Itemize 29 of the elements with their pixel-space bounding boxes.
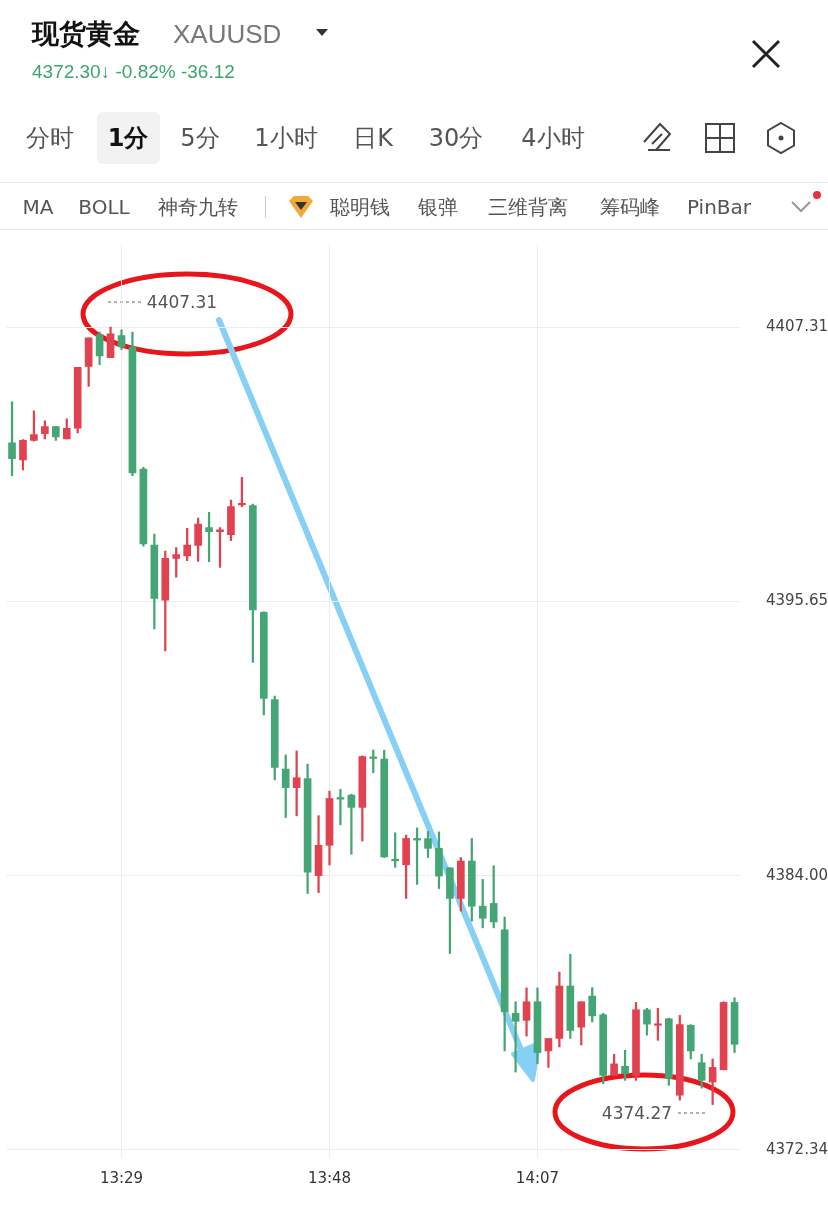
text: 分时 (26, 123, 74, 154)
x-tick-label: 14:07 (515, 1168, 560, 1187)
text: PinBar (686, 195, 752, 219)
text: 神奇九转 (158, 193, 238, 221)
x-tick-label: 13:29 (99, 1168, 144, 1187)
text: 30分 (428, 123, 484, 154)
y-tick-label: 4384.00 (765, 865, 828, 884)
text: 5分 (180, 123, 220, 154)
candlestick (511, 1001, 520, 1073)
text: 三维背离 (488, 193, 568, 221)
x-tick-label: 13:48 (307, 1168, 352, 1187)
text: 4小时 (521, 123, 585, 154)
text: BOLL (78, 195, 130, 219)
text: 聪明钱 (330, 193, 390, 221)
chart-subtitle: XAUUSD (173, 18, 282, 50)
annotation: 4374.27 (601, 1103, 673, 1123)
text: 1小时 (254, 123, 318, 154)
y-tick-label: 4372.34 (765, 1139, 828, 1158)
text: 日K (353, 123, 393, 154)
y-tick-label: 4407.31 (765, 317, 828, 336)
annotation: 4407.31 (146, 292, 218, 312)
text: 4372.30↓ -0.82% -36.12 (32, 61, 235, 83)
chart-title: 现货黄金 (32, 17, 140, 51)
text: 银弹 (418, 193, 458, 221)
text: 筹码峰 (600, 193, 660, 221)
text: 1分 (107, 123, 149, 154)
y-tick-label: 4395.65 (765, 591, 828, 610)
text: MA (22, 195, 54, 219)
candlestick (347, 793, 356, 855)
